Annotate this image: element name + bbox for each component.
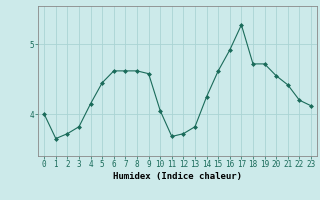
X-axis label: Humidex (Indice chaleur): Humidex (Indice chaleur) <box>113 172 242 181</box>
